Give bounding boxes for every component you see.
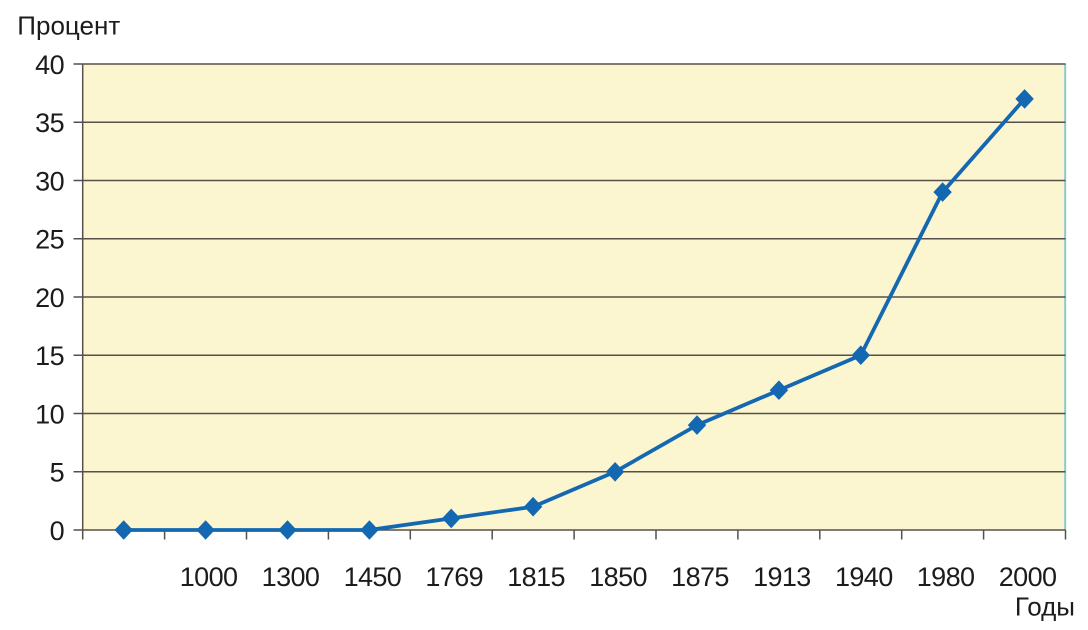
- svg-text:1850: 1850: [589, 562, 647, 592]
- svg-text:20: 20: [35, 283, 64, 313]
- svg-text:5: 5: [50, 458, 64, 488]
- svg-text:1875: 1875: [671, 562, 729, 592]
- svg-text:10: 10: [35, 399, 64, 429]
- svg-text:2000: 2000: [999, 562, 1057, 592]
- svg-text:1940: 1940: [835, 562, 893, 592]
- svg-text:1450: 1450: [344, 562, 402, 592]
- svg-text:1980: 1980: [917, 562, 975, 592]
- svg-text:1000: 1000: [180, 562, 238, 592]
- svg-text:Процент: Процент: [17, 10, 120, 40]
- svg-text:1815: 1815: [507, 562, 565, 592]
- svg-text:1913: 1913: [753, 562, 811, 592]
- svg-text:Годы: Годы: [1015, 592, 1075, 622]
- svg-text:40: 40: [35, 50, 64, 80]
- svg-text:0: 0: [50, 516, 64, 546]
- svg-text:30: 30: [35, 166, 64, 196]
- svg-text:15: 15: [35, 341, 64, 371]
- svg-text:35: 35: [35, 108, 64, 138]
- svg-text:1300: 1300: [262, 562, 320, 592]
- svg-text:1769: 1769: [425, 562, 483, 592]
- svg-text:25: 25: [35, 225, 64, 255]
